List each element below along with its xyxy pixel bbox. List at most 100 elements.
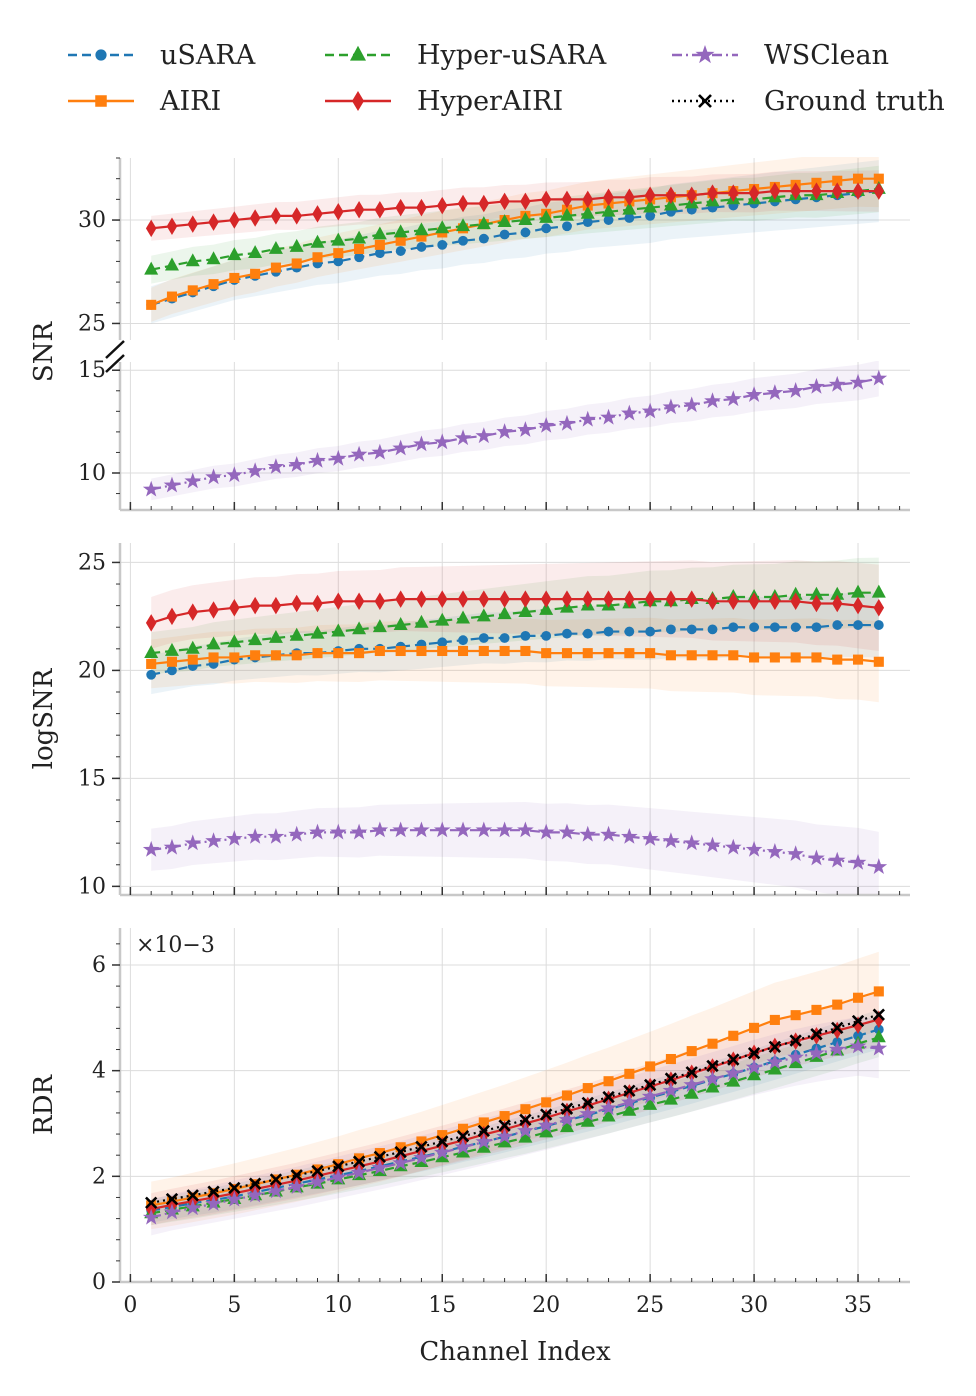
data-point-usara <box>520 227 531 238</box>
data-point-wsclean <box>766 1053 784 1070</box>
data-point-ground-truth <box>519 1113 532 1126</box>
data-point-wsclean <box>309 1173 326 1190</box>
data-point-airi <box>457 645 469 657</box>
data-point-ground-truth <box>768 1040 782 1054</box>
data-point-wsclean <box>350 1163 368 1180</box>
data-point-hyper-usara <box>310 625 325 639</box>
data-point-usara <box>853 620 863 630</box>
data-point-wsclean <box>558 1111 576 1127</box>
data-point-wsclean <box>246 827 264 844</box>
data-point-wsclean <box>828 1040 846 1057</box>
y-axis-title-rdr: RDR <box>29 1074 59 1135</box>
logsnr-panel: 10 15 20 25 logSNR <box>29 543 910 899</box>
data-point-ground-truth <box>872 1008 885 1021</box>
data-point-hyperairi <box>728 184 739 202</box>
data-point-airi <box>686 1046 697 1057</box>
data-point-wsclean <box>163 1203 181 1220</box>
data-point-airi <box>541 648 552 659</box>
data-point-hyperairi <box>353 592 365 611</box>
data-point-wsclean <box>184 472 202 489</box>
data-point-airi <box>437 645 448 657</box>
x-tick-label: 5 <box>227 1293 241 1318</box>
data-point-wsclean <box>246 1186 264 1203</box>
data-point-hyperairi <box>374 200 386 219</box>
data-point-airi <box>852 992 864 1003</box>
data-point-usara <box>790 622 801 633</box>
data-point-wsclean <box>413 435 430 452</box>
data-point-airi <box>749 1022 760 1033</box>
data-point-wsclean <box>579 825 597 842</box>
y-tick-label: 15 <box>78 766 106 791</box>
data-point-wsclean <box>849 1037 867 1054</box>
data-point-airi <box>437 1130 448 1141</box>
data-point-wsclean <box>704 1070 721 1087</box>
data-point-wsclean <box>600 1099 617 1116</box>
data-point-hyper-usara <box>435 612 450 626</box>
data-point-usara <box>582 628 593 639</box>
data-point-hyperairi <box>624 590 635 608</box>
data-point-hyperairi <box>312 205 323 223</box>
data-point-ground-truth <box>581 1096 594 1110</box>
y-tick-label: 10 <box>78 874 106 899</box>
data-point-airi <box>208 652 219 663</box>
data-point-wsclean <box>226 466 243 483</box>
data-point-airi <box>769 652 780 663</box>
data-point-usara <box>811 622 822 633</box>
data-point-hyper-usara <box>539 601 554 615</box>
data-point-wsclean <box>808 377 825 394</box>
data-point-usara <box>728 622 739 633</box>
data-point-wsclean <box>350 823 368 840</box>
data-point-hyperairi <box>873 599 885 617</box>
y-tick-label: 15 <box>78 358 106 383</box>
data-point-ground-truth <box>498 1119 511 1132</box>
data-point-ground-truth <box>747 1047 761 1060</box>
data-point-hyperairi <box>540 590 552 608</box>
plot-area <box>142 361 888 501</box>
data-point-airi <box>499 645 510 657</box>
data-point-airi <box>707 1038 718 1049</box>
data-point-hyperairi <box>208 601 219 619</box>
legend-label-ground-truth: Ground truth <box>764 86 945 117</box>
data-point-airi <box>333 248 344 259</box>
data-point-wsclean <box>704 836 721 853</box>
data-point-airi <box>291 650 302 661</box>
data-point-airi <box>603 648 614 659</box>
data-point-hyper-usara <box>206 251 221 265</box>
data-point-airi <box>187 285 198 296</box>
data-point-wsclean <box>454 821 472 838</box>
data-point-airi <box>873 173 884 184</box>
data-point-airi <box>229 272 240 283</box>
data-point-hyperairi <box>270 207 282 225</box>
data-point-airi <box>208 279 219 290</box>
data-point-airi <box>624 1068 635 1079</box>
data-point-ground-truth <box>623 1084 636 1097</box>
data-point-ground-truth <box>290 1169 303 1182</box>
data-point-wsclean <box>537 823 555 840</box>
data-point-hyper-usara <box>580 205 595 219</box>
band-usara <box>151 592 879 695</box>
data-point-airi <box>457 1123 469 1134</box>
data-point-hyper-usara <box>788 1055 803 1069</box>
data-point-usara <box>541 630 552 641</box>
data-point-hyperairi <box>478 590 490 608</box>
data-point-hyper-usara <box>289 238 304 252</box>
data-point-hyper-usara <box>331 232 346 246</box>
data-point-hyperairi <box>187 215 199 233</box>
data-point-wsclean <box>475 427 493 444</box>
data-point-wsclean <box>475 1133 493 1150</box>
data-point-hyper-usara <box>851 584 866 598</box>
data-point-hyperairi <box>395 198 406 217</box>
data-point-hyperairi <box>145 614 157 632</box>
data-point-ground-truth <box>602 1090 615 1104</box>
data-point-hyper-usara <box>227 247 242 261</box>
data-point-hyper-usara <box>518 604 533 618</box>
data-point-usara <box>520 630 531 641</box>
data-point-hyper-usara <box>144 645 159 659</box>
data-point-airi <box>229 652 240 663</box>
rdr-panel: 0 2 4 6 0 5 10 15 20 25 30 35 RDR ×10−3 <box>29 928 910 1318</box>
data-point-airi <box>707 650 718 661</box>
data-point-wsclean <box>142 480 160 497</box>
data-point-wsclean <box>392 1154 409 1171</box>
data-point-wsclean <box>621 827 638 844</box>
x-tick-label: 30 <box>740 1293 768 1318</box>
